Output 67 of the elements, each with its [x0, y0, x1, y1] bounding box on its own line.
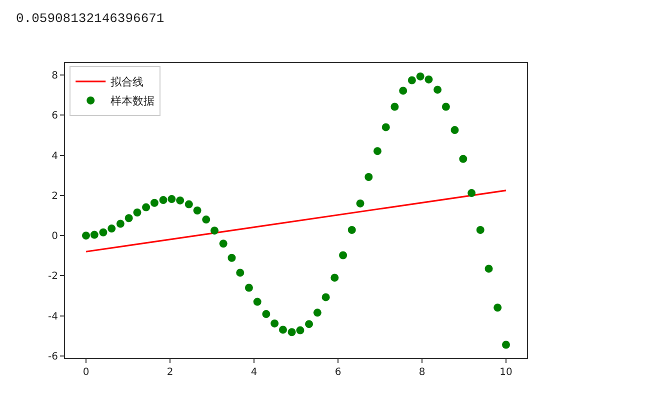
point [450, 126, 459, 134]
point [305, 320, 314, 328]
point [408, 76, 416, 84]
point [270, 319, 279, 328]
point [416, 72, 424, 80]
x-tick-label: 4 [250, 367, 258, 378]
point [176, 196, 184, 204]
y-tick-label: 4 [52, 150, 58, 162]
point [219, 240, 228, 248]
point [278, 326, 287, 334]
point [82, 232, 90, 240]
point [99, 228, 108, 236]
point [348, 226, 356, 234]
point [373, 147, 382, 156]
point [193, 206, 202, 214]
point [476, 226, 484, 234]
point [390, 102, 399, 111]
point [150, 198, 158, 207]
point [108, 224, 116, 233]
point [296, 326, 304, 334]
legend-label: 拟合线 [110, 76, 144, 89]
point [468, 189, 476, 198]
x-tick-label: 8 [418, 367, 426, 378]
point [502, 340, 510, 349]
point [202, 216, 210, 224]
point [236, 268, 244, 277]
point [262, 310, 270, 318]
point [168, 195, 176, 204]
point [124, 214, 133, 222]
y-tick-label: 0 [52, 231, 58, 242]
text: 0.05908132146396671 [16, 11, 164, 26]
x-tick-label: 10 [500, 367, 512, 378]
point [288, 328, 296, 336]
point [399, 86, 408, 95]
point [382, 123, 390, 132]
point [434, 86, 442, 94]
y-tick-label: -4 [48, 311, 58, 322]
point [253, 298, 262, 306]
point [228, 254, 236, 262]
point [184, 200, 193, 208]
point [339, 251, 348, 260]
point [424, 75, 433, 84]
y-tick-label: -2 [48, 271, 58, 282]
point [90, 230, 98, 239]
x-tick-label: 2 [166, 367, 174, 378]
point [330, 274, 339, 282]
point [484, 264, 493, 273]
point [494, 304, 502, 312]
y-tick-label: 2 [52, 190, 58, 202]
point [142, 203, 150, 212]
y-tick-label: 8 [52, 70, 58, 82]
x-tick-label: 0 [82, 367, 90, 378]
point [442, 102, 450, 111]
point [322, 293, 330, 302]
point [364, 172, 373, 181]
point [244, 284, 253, 292]
point [133, 208, 142, 217]
point [116, 220, 124, 228]
y-tick-label: 6 [52, 110, 58, 122]
legend-label: 样本数据 [110, 94, 155, 108]
point [313, 308, 322, 317]
point [159, 196, 168, 204]
point [356, 199, 364, 208]
point [459, 154, 468, 163]
x-tick-label: 6 [334, 367, 342, 378]
point [210, 226, 219, 235]
y-tick-label: -6 [48, 351, 58, 362]
